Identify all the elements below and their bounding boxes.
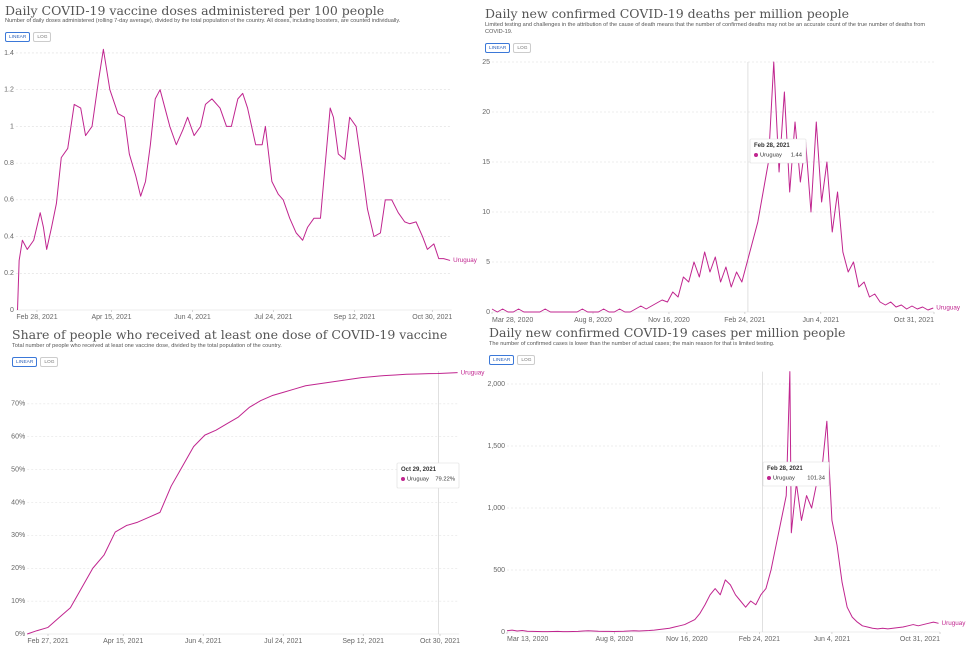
x-tick-label: Jun 4, 2021 [814, 636, 851, 643]
y-tick-label: 1.4 [4, 50, 14, 57]
chart-title: Daily new confirmed COVID-19 deaths per … [485, 6, 850, 21]
tooltip-series: Uruguay [760, 153, 782, 159]
x-tick-label: Apr 15, 2021 [91, 314, 131, 321]
y-tick-label: 1.2 [4, 87, 14, 94]
chart-subtitle: The number of confirmed cases is lower t… [489, 341, 775, 347]
tooltip-value: 79.22% [435, 477, 455, 483]
chart-title: Share of people who received at least on… [12, 327, 448, 342]
series-label: Uruguay [453, 257, 478, 264]
series-line [17, 48, 451, 311]
series-label: Uruguay [936, 305, 961, 312]
y-tick-label: 1,000 [487, 505, 505, 512]
tooltip-date: Feb 28, 2021 [767, 466, 803, 472]
tooltip-dot [767, 476, 771, 480]
y-tick-label: 50% [11, 466, 25, 473]
x-tick-label: Aug 8, 2020 [595, 636, 633, 643]
chart-subtitle: Limited testing and challenges in the at… [485, 22, 925, 35]
y-tick-label: 15 [482, 159, 490, 166]
x-tick-label: Nov 16, 2020 [666, 636, 708, 643]
linear-button[interactable]: LINEAR [12, 357, 38, 367]
x-tick-label: Apr 15, 2021 [103, 638, 143, 645]
x-tick-label: Sep 12, 2021 [334, 314, 376, 321]
y-tick-label: 25 [482, 59, 490, 66]
scale-toggle: LINEAR LOG [12, 357, 59, 367]
tooltip-box [396, 462, 460, 489]
y-tick-label: 0% [15, 631, 25, 638]
tooltip-value: 1.44 [791, 153, 803, 159]
tooltip-dot [401, 477, 405, 481]
x-tick-label: Oct 31, 2021 [900, 636, 940, 643]
x-tick-label: Feb 24, 2021 [724, 317, 765, 324]
x-tick-label: Oct 30, 2021 [412, 314, 452, 321]
log-button[interactable]: LOG [33, 32, 52, 42]
x-tick-label: Feb 28, 2021 [16, 314, 57, 321]
series-label: Uruguay [942, 620, 966, 627]
chart-subtitle: Total number of people who received at l… [12, 343, 282, 349]
y-tick-label: 30% [11, 532, 25, 539]
tooltip-series: Uruguay [773, 476, 795, 482]
tooltip-box [762, 461, 830, 487]
chart-title: Daily new confirmed COVID-19 cases per m… [489, 325, 846, 340]
x-tick-label: Aug 8, 2020 [574, 317, 612, 324]
scale-toggle: LINEAR LOG [5, 32, 52, 42]
y-tick-label: 1 [10, 123, 14, 130]
chart-title: Daily COVID-19 vaccine doses administere… [5, 3, 385, 18]
y-tick-label: 0.4 [4, 233, 14, 240]
x-tick-label: Jun 4, 2021 [174, 314, 211, 321]
series-line [27, 372, 458, 635]
y-tick-label: 0.2 [4, 270, 14, 277]
x-tick-label: Mar 13, 2020 [507, 636, 548, 643]
series-line [506, 371, 939, 633]
x-tick-label: Nov 16, 2020 [648, 317, 690, 324]
y-tick-label: 20% [11, 565, 25, 572]
tooltip-date: Feb 28, 2021 [754, 143, 790, 149]
y-tick-label: 0 [10, 307, 14, 314]
tooltip-value: 101.34 [807, 476, 826, 482]
tooltip-dot [754, 153, 758, 157]
tooltip-box [749, 138, 807, 164]
y-tick-label: 0 [486, 309, 490, 316]
y-tick-label: 1,500 [487, 443, 505, 450]
y-tick-label: 10% [11, 598, 25, 605]
log-button[interactable]: LOG [40, 357, 59, 367]
y-tick-label: 5 [486, 259, 490, 266]
y-tick-label: 0.8 [4, 160, 14, 167]
log-button[interactable]: LOG [513, 43, 532, 53]
chart-subtitle: Number of daily doses administered (roll… [5, 18, 401, 24]
scale-toggle: LINEAR LOG [489, 355, 536, 365]
x-tick-label: Jun 4, 2021 [185, 638, 222, 645]
y-tick-label: 10 [482, 209, 490, 216]
y-tick-label: 2,000 [487, 381, 505, 388]
x-tick-label: Mar 28, 2020 [492, 317, 533, 324]
x-tick-label: Jul 24, 2021 [264, 638, 302, 645]
series-label: Uruguay [461, 369, 486, 376]
x-tick-label: Feb 24, 2021 [739, 636, 780, 643]
log-button[interactable]: LOG [517, 355, 536, 365]
y-tick-label: 0 [501, 629, 505, 636]
scale-toggle: LINEAR LOG [485, 43, 532, 53]
x-tick-label: Jul 24, 2021 [254, 314, 292, 321]
y-tick-label: 500 [493, 567, 505, 574]
x-tick-label: Sep 12, 2021 [342, 638, 384, 645]
x-tick-label: Oct 30, 2021 [420, 638, 460, 645]
linear-button[interactable]: LINEAR [489, 355, 515, 365]
series-line [491, 61, 934, 313]
linear-button[interactable]: LINEAR [485, 43, 511, 53]
y-tick-label: 20 [482, 109, 490, 116]
y-tick-label: 40% [11, 499, 25, 506]
y-tick-label: 60% [11, 434, 25, 441]
tooltip-series: Uruguay [407, 477, 429, 483]
x-tick-label: Oct 31, 2021 [894, 317, 934, 324]
x-tick-label: Feb 27, 2021 [27, 638, 68, 645]
x-tick-label: Jun 4, 2021 [803, 317, 840, 324]
y-tick-label: 0.6 [4, 197, 14, 204]
linear-button[interactable]: LINEAR [5, 32, 31, 42]
tooltip-date: Oct 29, 2021 [401, 467, 437, 473]
y-tick-label: 70% [11, 401, 25, 408]
